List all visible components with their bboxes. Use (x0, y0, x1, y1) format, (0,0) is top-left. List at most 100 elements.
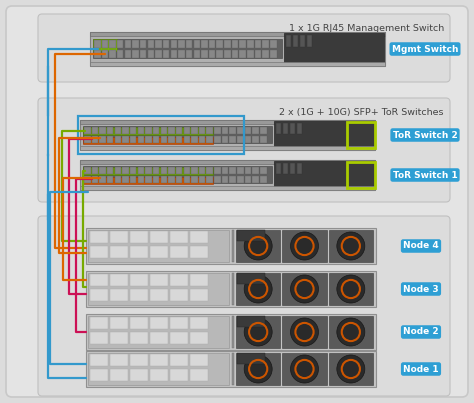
Bar (229, 127, 236, 134)
Bar (130, 246, 148, 258)
Bar (94, 50, 100, 58)
Bar (125, 50, 131, 58)
Bar (253, 176, 259, 183)
Bar (237, 135, 244, 143)
Bar (137, 135, 144, 143)
Bar (137, 127, 144, 134)
Bar (84, 167, 91, 174)
Bar (300, 35, 305, 47)
Bar (110, 332, 128, 344)
FancyBboxPatch shape (38, 98, 450, 202)
Bar (145, 176, 152, 183)
Bar (91, 135, 98, 143)
Bar (207, 135, 213, 143)
Bar (107, 127, 113, 134)
Bar (91, 127, 98, 134)
Bar (276, 123, 281, 133)
Bar (163, 40, 169, 48)
Bar (130, 274, 148, 286)
Bar (132, 50, 139, 58)
Bar (190, 332, 208, 344)
Bar (274, 161, 374, 189)
Bar (110, 354, 128, 366)
Bar (237, 353, 265, 364)
Bar (147, 40, 154, 48)
Bar (150, 289, 168, 301)
Bar (110, 289, 128, 301)
Bar (232, 353, 234, 385)
Bar (247, 50, 254, 58)
Bar (183, 135, 190, 143)
Bar (247, 40, 254, 48)
Bar (88, 353, 229, 385)
Bar (224, 50, 231, 58)
Circle shape (244, 275, 272, 303)
Bar (101, 40, 108, 48)
Bar (245, 127, 251, 134)
Bar (83, 126, 272, 143)
Bar (232, 230, 234, 262)
Circle shape (337, 318, 365, 346)
Bar (80, 160, 375, 164)
Bar (253, 135, 259, 143)
Bar (88, 273, 229, 305)
Bar (90, 246, 108, 258)
Bar (170, 289, 188, 301)
Bar (191, 127, 198, 134)
Bar (90, 354, 108, 366)
Bar (347, 122, 375, 148)
Circle shape (291, 318, 319, 346)
Bar (199, 127, 205, 134)
Bar (222, 176, 228, 183)
Bar (232, 40, 238, 48)
Bar (237, 167, 244, 174)
Bar (290, 163, 295, 174)
Bar (283, 123, 288, 133)
Bar (214, 167, 221, 174)
Bar (237, 273, 265, 284)
Bar (78, 116, 244, 154)
Bar (168, 127, 175, 134)
Bar (209, 50, 215, 58)
Bar (207, 127, 213, 134)
Bar (115, 176, 121, 183)
Bar (137, 167, 144, 174)
Bar (217, 40, 223, 48)
Bar (190, 274, 208, 286)
Bar (155, 40, 162, 48)
Bar (209, 40, 215, 48)
Bar (161, 127, 167, 134)
Bar (145, 167, 152, 174)
Bar (110, 231, 128, 243)
Bar (90, 289, 108, 301)
Text: ToR Switch 2: ToR Switch 2 (392, 131, 457, 139)
Bar (199, 176, 205, 183)
Bar (283, 316, 327, 348)
Circle shape (244, 355, 272, 383)
Bar (90, 317, 108, 329)
Bar (186, 50, 192, 58)
Bar (328, 273, 373, 305)
Bar (91, 167, 98, 174)
Bar (328, 230, 373, 262)
Bar (101, 50, 108, 58)
Bar (153, 167, 159, 174)
Bar (110, 317, 128, 329)
Bar (245, 135, 251, 143)
Bar (328, 316, 373, 348)
Bar (328, 353, 373, 385)
Bar (80, 120, 375, 124)
Bar (137, 176, 144, 183)
Bar (183, 127, 190, 134)
Bar (236, 230, 280, 262)
Circle shape (291, 275, 319, 303)
Bar (171, 40, 177, 48)
Bar (176, 176, 182, 183)
Bar (93, 39, 117, 51)
Bar (236, 316, 280, 348)
Bar (191, 167, 198, 174)
Bar (147, 50, 154, 58)
Bar (347, 162, 375, 188)
Bar (237, 316, 265, 327)
Bar (199, 167, 205, 174)
